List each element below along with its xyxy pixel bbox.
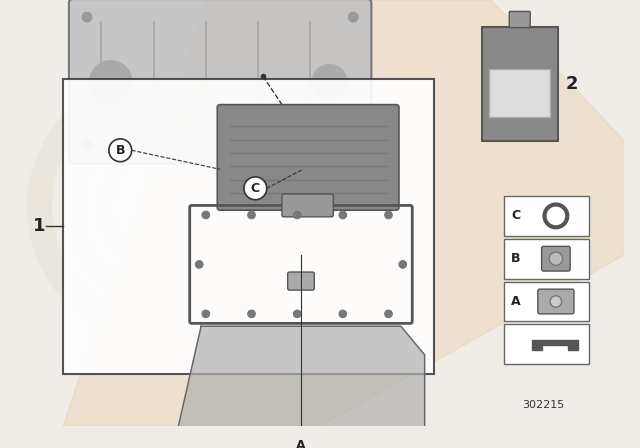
Circle shape <box>399 261 406 268</box>
Circle shape <box>244 177 267 200</box>
Circle shape <box>82 141 92 150</box>
Circle shape <box>349 141 358 150</box>
FancyBboxPatch shape <box>69 0 371 164</box>
Circle shape <box>289 434 312 448</box>
Circle shape <box>202 310 210 318</box>
FancyBboxPatch shape <box>538 289 574 314</box>
FancyBboxPatch shape <box>504 281 589 322</box>
Polygon shape <box>532 340 578 350</box>
Circle shape <box>293 310 301 318</box>
FancyBboxPatch shape <box>63 79 434 374</box>
FancyBboxPatch shape <box>282 194 333 217</box>
Text: A: A <box>296 439 306 448</box>
Text: 302215: 302215 <box>522 400 564 410</box>
Circle shape <box>82 13 92 22</box>
Circle shape <box>90 61 132 103</box>
FancyBboxPatch shape <box>504 239 589 279</box>
Circle shape <box>312 65 347 99</box>
Text: B: B <box>511 252 521 265</box>
Circle shape <box>339 310 347 318</box>
FancyBboxPatch shape <box>490 69 550 117</box>
Circle shape <box>349 13 358 22</box>
FancyBboxPatch shape <box>541 246 570 271</box>
FancyBboxPatch shape <box>504 196 589 236</box>
Polygon shape <box>177 326 424 431</box>
Circle shape <box>293 211 301 219</box>
FancyBboxPatch shape <box>287 272 314 290</box>
Text: C: C <box>251 182 260 195</box>
Polygon shape <box>63 0 625 426</box>
Circle shape <box>195 261 203 268</box>
Circle shape <box>550 296 561 307</box>
FancyBboxPatch shape <box>504 324 589 364</box>
Text: A: A <box>511 295 521 308</box>
FancyBboxPatch shape <box>482 26 558 141</box>
FancyBboxPatch shape <box>509 11 530 28</box>
Circle shape <box>109 139 132 162</box>
Circle shape <box>339 211 347 219</box>
Circle shape <box>385 310 392 318</box>
Circle shape <box>385 211 392 219</box>
Circle shape <box>248 211 255 219</box>
Circle shape <box>549 252 563 265</box>
Text: C: C <box>511 209 520 222</box>
Text: B: B <box>115 144 125 157</box>
Circle shape <box>248 310 255 318</box>
FancyBboxPatch shape <box>217 105 399 210</box>
Circle shape <box>202 211 210 219</box>
Text: 2: 2 <box>566 75 579 93</box>
Text: 1: 1 <box>33 217 45 235</box>
